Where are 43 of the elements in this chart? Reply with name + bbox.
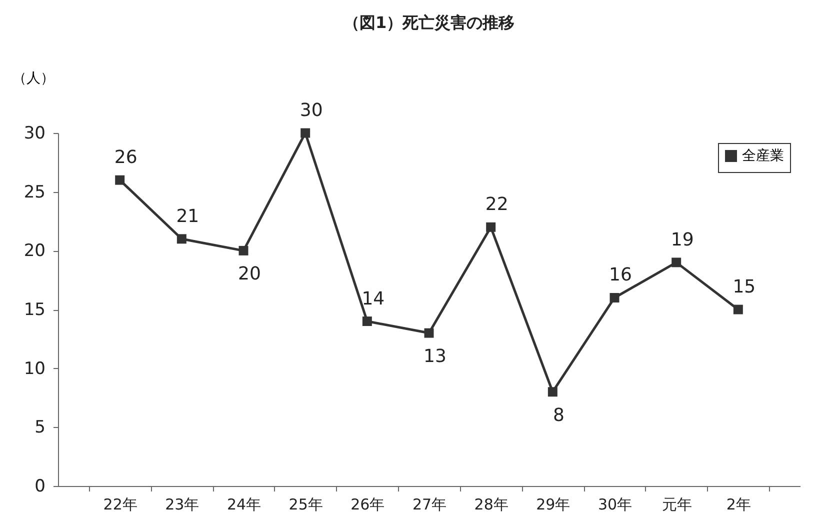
x-tick-label: 26年 <box>350 496 385 514</box>
point <box>672 258 682 268</box>
data-label: 21 <box>176 206 200 227</box>
data-label: 30 <box>300 100 323 121</box>
x-tick-label: 24年 <box>226 496 262 514</box>
data-label: 16 <box>609 264 632 286</box>
x-tick-label: 元年 <box>662 496 692 514</box>
y-tick-label: 20 <box>24 241 46 262</box>
data-label: 26 <box>114 147 138 168</box>
chart-title: （図1）死亡災害の推移 <box>343 13 515 32</box>
y-tick-label: 5 <box>34 418 46 438</box>
data-label: 19 <box>670 229 694 250</box>
data-label: 13 <box>424 346 446 368</box>
y-axis-title: （人） <box>12 70 54 86</box>
x-tick-label: 29年 <box>536 496 570 514</box>
x-tick-label: 28年 <box>474 496 508 514</box>
y-tick-label: 30 <box>24 124 46 144</box>
point <box>115 175 125 185</box>
data-label: 20 <box>238 264 261 285</box>
x-tick-label: 25年 <box>288 496 323 514</box>
y-tick-label: 15 <box>24 300 46 320</box>
x-tick-label: 2年 <box>726 496 751 514</box>
y-tick-label: 25 <box>24 182 46 202</box>
legend-label: 全産業 <box>742 148 784 164</box>
point <box>362 316 372 326</box>
point <box>486 222 496 232</box>
y-tick-label: 10 <box>24 358 46 379</box>
point <box>733 304 743 314</box>
data-label: 14 <box>362 288 385 310</box>
y-tick-label: 0 <box>34 476 46 496</box>
data-label: 8 <box>552 404 564 426</box>
point <box>238 246 248 256</box>
point <box>548 387 558 397</box>
x-tick-label: 22年 <box>103 496 138 514</box>
x-tick-label: 27年 <box>412 496 447 514</box>
point <box>300 128 310 138</box>
point <box>176 234 186 244</box>
point <box>424 328 434 338</box>
data-label: 15 <box>732 276 756 298</box>
x-tick-label: 30年 <box>598 496 632 514</box>
x-tick-label: 23年 <box>165 496 200 514</box>
data-label: 22 <box>485 194 508 216</box>
point <box>610 292 620 302</box>
